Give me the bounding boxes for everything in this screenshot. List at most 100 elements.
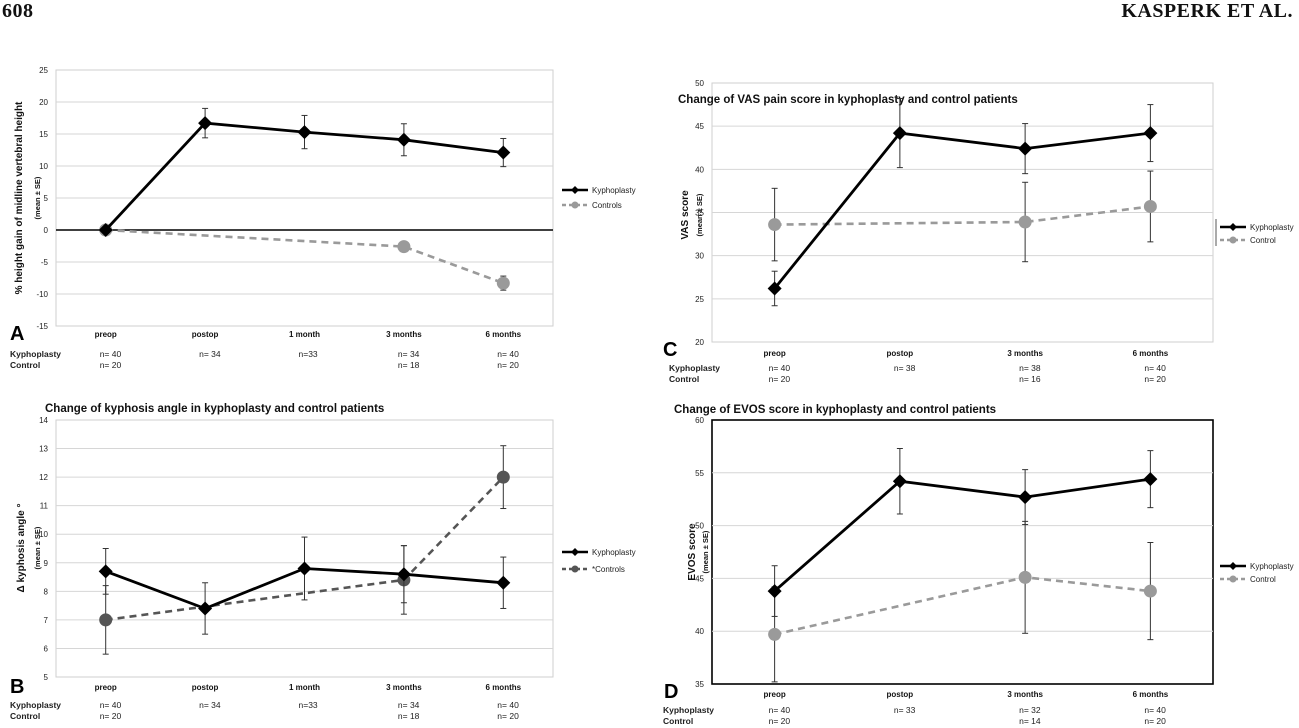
count-value: n= 38 <box>894 363 916 373</box>
legend-label: Control <box>1250 575 1276 584</box>
data-point <box>198 601 213 616</box>
data-point <box>767 584 782 599</box>
plot-frame <box>711 419 1214 685</box>
legend-marker <box>571 548 579 556</box>
y-tick-label: 20 <box>39 98 48 107</box>
count-row-label: Control <box>669 374 699 384</box>
data-point <box>1018 490 1033 505</box>
y-tick-label: 9 <box>44 559 49 568</box>
legend-label: Control <box>1250 236 1276 245</box>
y-tick-label: 25 <box>695 295 704 304</box>
count-value: n= 20 <box>1144 716 1166 726</box>
y-tick-label: 12 <box>39 473 48 482</box>
data-point <box>496 470 510 484</box>
count-value: n= 34 <box>199 349 221 359</box>
count-value: n= 20 <box>497 360 519 370</box>
count-value: n= 16 <box>1019 374 1041 384</box>
data-point <box>397 240 411 254</box>
legend-label: Kyphoplasty <box>592 548 636 557</box>
y-tick-label: 45 <box>695 574 704 583</box>
data-point <box>496 575 511 590</box>
legend-label: Kyphoplasty <box>1250 562 1294 571</box>
data-point <box>98 564 113 579</box>
data-point <box>1143 472 1158 487</box>
data-point <box>768 627 782 641</box>
count-row-label: Control <box>10 360 40 370</box>
y-tick-label: 10 <box>39 162 48 171</box>
count-value: n= 20 <box>769 716 791 726</box>
y-tick-label: 14 <box>39 416 48 425</box>
x-tick-label: postop <box>192 683 219 692</box>
count-value: n= 40 <box>497 349 519 359</box>
y-tick-label: 13 <box>39 445 48 454</box>
y-tick-label: 5 <box>44 194 49 203</box>
y-axis-label: Δ kyphosis angle ° <box>16 504 27 593</box>
x-tick-label: 6 months <box>486 330 522 339</box>
y-tick-label: 50 <box>695 79 704 88</box>
running-head-authors: KASPERK ET AL. <box>1121 0 1293 22</box>
y-tick-label: 50 <box>695 522 704 531</box>
data-point <box>1143 126 1158 141</box>
y-tick-label: 11 <box>40 502 49 511</box>
chart-panel-a: -15 -10 -5 0 5 10 15 20 25 % height gain of midli… <box>10 66 636 370</box>
legend-label: Kyphoplasty <box>592 186 636 195</box>
y-tick-label: 35 <box>695 209 704 218</box>
data-point <box>396 567 411 582</box>
count-value: n= 40 <box>1144 363 1166 373</box>
count-value: n= 20 <box>497 711 519 721</box>
y-axis-sublabel: (mean ± SE) <box>33 526 42 569</box>
series-line-1 <box>105 228 504 285</box>
count-value: n= 34 <box>199 700 221 710</box>
y-axis-sublabel: (mean ± SE) <box>701 530 710 573</box>
data-point <box>892 474 907 489</box>
x-tick-label: postop <box>192 330 219 339</box>
legend-label: Kyphoplasty <box>1250 223 1294 232</box>
panel-letter: D <box>664 681 678 703</box>
chart-panel-c: 20 25 30 35 40 45 50 Change of VAS pain score i… <box>663 79 1294 384</box>
y-tick-label: -10 <box>36 290 48 299</box>
y-tick-label: 5 <box>44 673 49 682</box>
x-tick-label: 6 months <box>486 683 522 692</box>
data-point <box>767 281 782 296</box>
y-tick-label: 35 <box>695 680 704 689</box>
y-axis-label: % height gain of midline vertebral heigh… <box>14 101 25 294</box>
x-tick-label: 3 months <box>386 683 422 692</box>
legend-label: *Controls <box>592 565 625 574</box>
x-tick-label: preop <box>95 330 117 339</box>
data-point <box>99 613 113 627</box>
count-value: n= 20 <box>100 360 122 370</box>
data-point <box>98 223 113 237</box>
x-tick-label: preop <box>95 683 117 692</box>
y-axis-label: VAS score <box>680 190 691 240</box>
x-tick-label: postop <box>887 349 914 358</box>
x-tick-label: 3 months <box>1007 349 1043 358</box>
y-axis-label: EVOS score <box>687 523 698 581</box>
data-point <box>892 126 907 141</box>
count-value: n= 38 <box>1019 363 1041 373</box>
count-value: n= 33 <box>894 705 916 715</box>
plot-frame <box>55 419 554 678</box>
y-tick-label: 55 <box>695 469 704 478</box>
y-tick-label: -15 <box>36 322 48 331</box>
series-line-0 <box>773 477 1151 593</box>
data-point <box>396 132 411 147</box>
count-value: n= 20 <box>100 711 122 721</box>
x-tick-label: 1 month <box>289 330 320 339</box>
series-line-1 <box>774 205 1151 226</box>
y-axis-sublabel: (mean ± SE) <box>33 176 42 219</box>
x-tick-label: 6 months <box>1133 349 1169 358</box>
count-row-label: Control <box>663 716 693 726</box>
count-value: n= 40 <box>1144 705 1166 715</box>
data-point <box>297 561 312 576</box>
x-tick-label: postop <box>887 690 914 699</box>
count-value: n= 40 <box>100 349 122 359</box>
legend-marker <box>1229 562 1237 570</box>
count-value: n= 40 <box>769 705 791 715</box>
y-tick-label: 45 <box>695 122 704 131</box>
count-value: n= 40 <box>497 700 519 710</box>
y-tick-label: 25 <box>39 66 48 75</box>
count-value: n= 20 <box>1144 374 1166 384</box>
page-number: 608 <box>2 0 34 22</box>
data-point <box>768 218 782 232</box>
